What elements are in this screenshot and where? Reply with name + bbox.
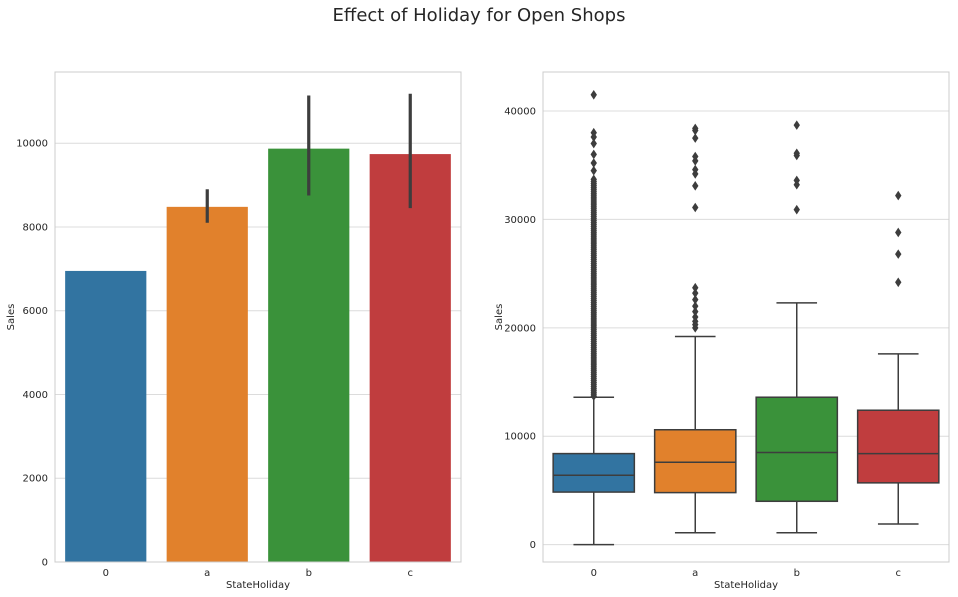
box-plot-y-label: Sales <box>494 304 505 331</box>
bar-chart-frame <box>54 71 462 563</box>
bar-chart-error-bars <box>205 93 412 223</box>
outlier-0 <box>590 165 597 176</box>
bar-b <box>268 148 350 562</box>
box-plot-y-tick-label: 30000 <box>504 215 536 226</box>
bar-chart-y-ticks: 0 2000 4000 6000 8000 10000 <box>16 139 48 569</box>
bar-a <box>166 206 248 562</box>
bar-chart-y-tick-label: 6000 <box>23 306 48 317</box>
box-plot-x-label: StateHoliday <box>714 580 778 591</box>
box-plot-frame <box>542 71 950 563</box>
outlier-b <box>793 148 800 159</box>
box-plot-y-ticks: 0 10000 20000 30000 40000 <box>504 107 536 552</box>
outlier-a <box>692 181 699 191</box>
box-b <box>755 120 839 534</box>
bar-chart-x-ticks: 0 a b c <box>103 568 413 579</box>
outlier-0 <box>590 158 597 168</box>
outlier-a <box>692 123 699 134</box>
bar-chart-y-tick-label: 2000 <box>23 474 48 485</box>
box-plot-y-tick-label: 40000 <box>504 107 536 118</box>
box-plot-x-tick-label: a <box>692 568 698 579</box>
box-c <box>856 190 940 525</box>
outlier-a <box>692 312 699 322</box>
box-plot-y-tick-label: 10000 <box>504 432 536 443</box>
outlier-a <box>692 202 699 213</box>
bar-chart-y-tick-label: 8000 <box>23 222 48 233</box>
outlier-a <box>692 164 699 175</box>
outlier-b <box>793 120 800 130</box>
bar-chart-y-tick-label: 10000 <box>16 139 48 150</box>
box-body <box>653 428 737 494</box>
box-0 <box>552 89 636 546</box>
box-plot-x-ticks: 0 a b c <box>591 568 901 579</box>
box-plot-y-tick-label: 20000 <box>504 323 536 334</box>
bar-chart-y-label: Sales <box>6 304 17 331</box>
box-plot-x-tick-label: 0 <box>591 568 597 579</box>
outlier-a <box>692 294 699 305</box>
outlier-a <box>692 151 699 162</box>
box-plot-x-tick-label: c <box>896 568 902 579</box>
outlier-c <box>895 227 902 238</box>
figure-title: Effect of Holiday for Open Shops <box>333 5 626 26</box>
bar-chart-x-tick-label: b <box>306 568 312 579</box>
outlier-a <box>692 288 699 298</box>
bar-chart-x-tick-label: a <box>204 568 210 579</box>
box-body <box>552 452 636 493</box>
outlier-b <box>793 204 800 215</box>
box-plot-y-tick-label: 0 <box>530 540 536 551</box>
outlier-c <box>895 249 902 259</box>
outlier-a <box>692 306 699 317</box>
outlier-b <box>793 175 800 186</box>
outlier-c <box>895 277 902 288</box>
bar-0 <box>65 270 147 562</box>
bar-chart-y-tick-label: 0 <box>42 558 48 569</box>
outlier-a <box>692 301 699 311</box>
outlier-0 <box>590 132 597 142</box>
outlier-0 <box>590 138 597 149</box>
bar-chart-x-tick-label: c <box>408 568 414 579</box>
bar-chart-panel: 0 2000 4000 6000 8000 10000 0 a b c StateHoliday… <box>6 71 462 591</box>
outlier-a <box>692 282 699 293</box>
bar-chart-x-tick-label: 0 <box>103 568 109 579</box>
box-plot-boxes <box>552 89 940 546</box>
outlier-a <box>692 133 699 143</box>
box-body <box>856 409 940 484</box>
box-plot-x-tick-label: b <box>794 568 800 579</box>
box-body <box>755 396 839 503</box>
bar-chart-x-label: StateHoliday <box>226 580 290 591</box>
outlier-0 <box>590 149 597 160</box>
outlier-c <box>895 190 902 201</box>
bar-c <box>369 154 451 563</box>
outlier-0 <box>590 89 597 100</box>
bar-chart-y-tick-label: 4000 <box>23 390 48 401</box>
bar-chart-bars <box>65 148 451 563</box>
box-a <box>653 123 737 534</box>
outlier-0 <box>590 176 597 187</box>
